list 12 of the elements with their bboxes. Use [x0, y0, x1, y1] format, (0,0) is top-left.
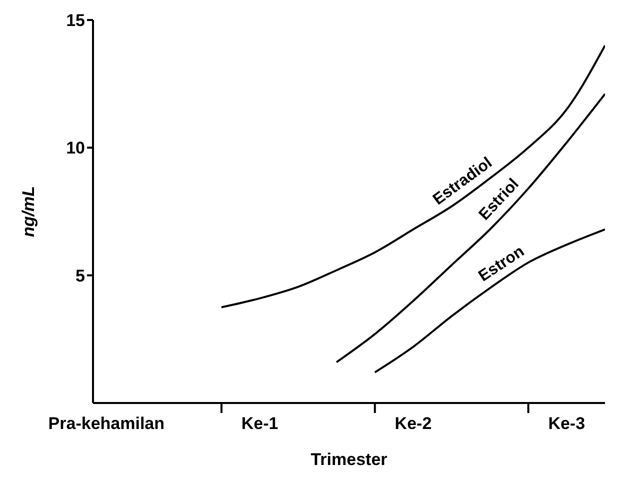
line-series — [374, 228, 605, 374]
x-tick-label: Ke-3 — [548, 414, 586, 433]
x-tick-label: Pra-kehamilan — [48, 414, 165, 433]
x-tick-label: Ke-2 — [394, 414, 432, 433]
y-tick-label: 15 — [66, 11, 85, 30]
x-axis-title: Trimester — [310, 450, 388, 469]
x-tick-label: Ke-1 — [241, 414, 278, 433]
line-series — [336, 93, 605, 364]
line-series — [220, 44, 605, 308]
y-tick-label: 5 — [76, 266, 85, 286]
y-axis-title: ng/mL — [19, 186, 38, 237]
y-tick-label: 10 — [66, 138, 85, 158]
